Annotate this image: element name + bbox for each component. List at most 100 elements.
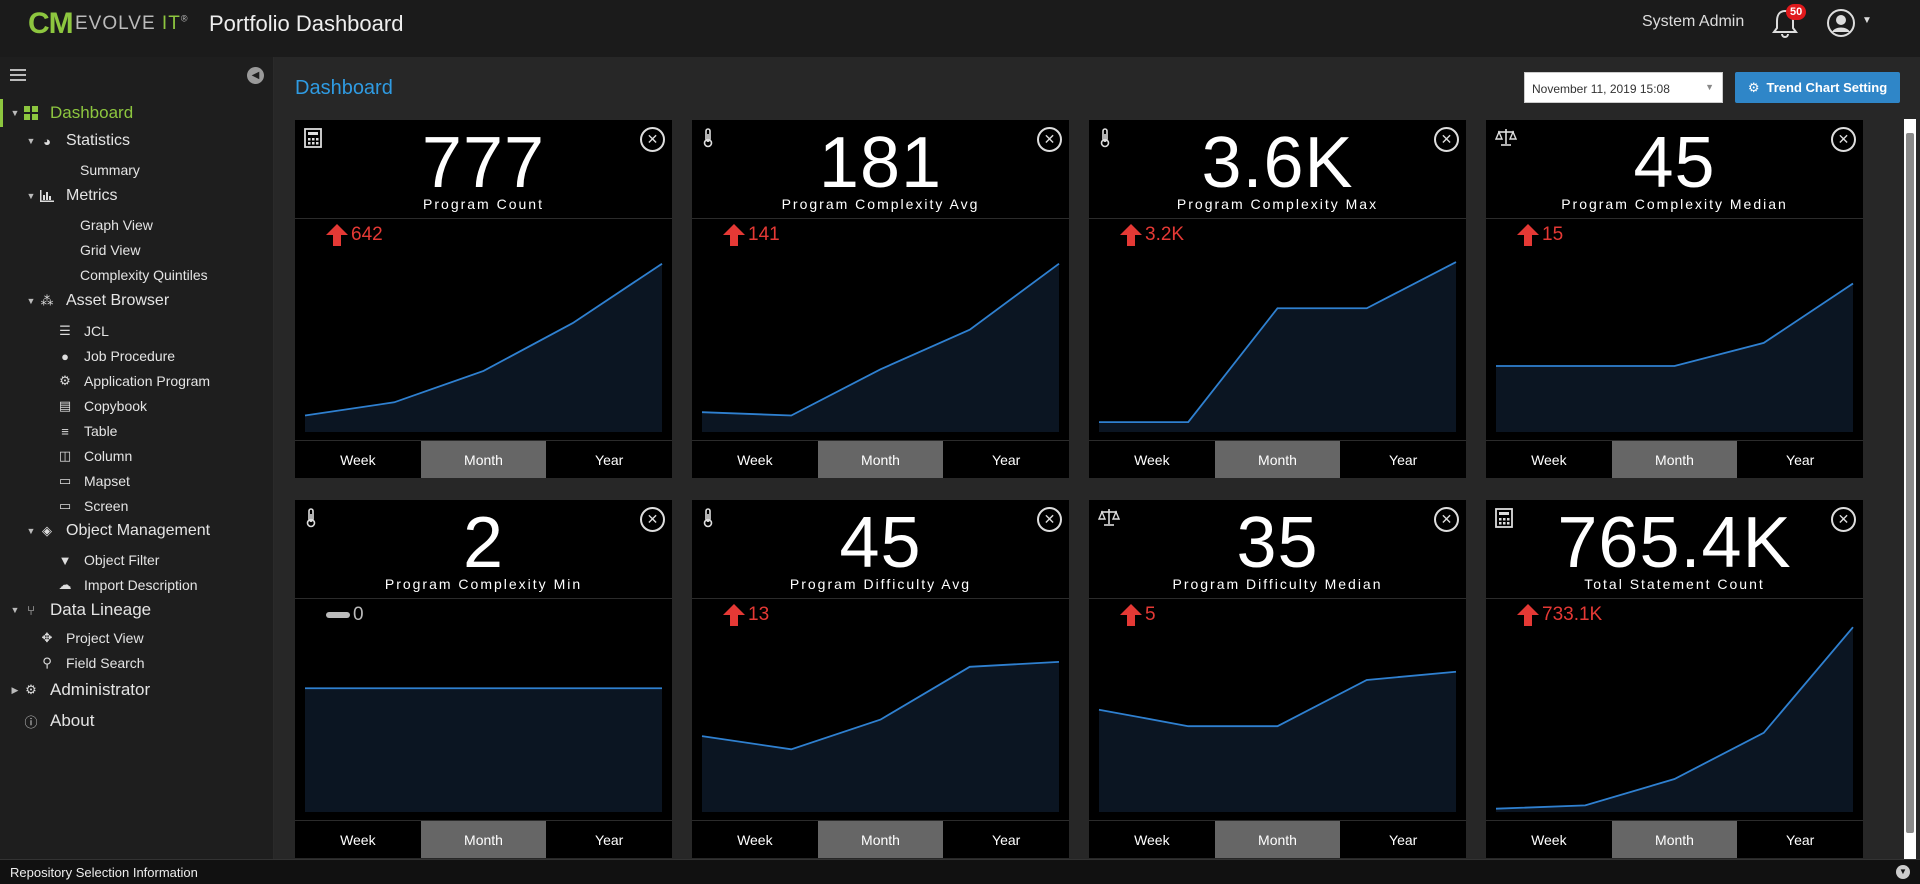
branch-icon: ⑂ bbox=[27, 602, 35, 618]
metric-label: Program Complexity Median bbox=[1561, 196, 1788, 212]
tab-month[interactable]: Month bbox=[420, 441, 547, 478]
caret-down-icon: ▼ bbox=[26, 296, 36, 306]
sidebar-item-data-lineage[interactable]: ▼ ⑂ Data Lineage bbox=[8, 598, 152, 622]
tab-month[interactable]: Month bbox=[1214, 441, 1341, 478]
close-icon[interactable]: ✕ bbox=[1831, 507, 1856, 532]
balance-scale-icon bbox=[1097, 508, 1121, 528]
metric-card: ✕ 2 Program Complexity Min 0 Week Month … bbox=[295, 500, 672, 858]
tab-week[interactable]: Week bbox=[1531, 831, 1567, 848]
sidebar-item-field-search[interactable]: ⚲ Field Search bbox=[38, 651, 144, 675]
tab-month[interactable]: Month bbox=[420, 821, 547, 858]
thermometer-icon bbox=[304, 508, 322, 528]
sidebar-item-label: Graph View bbox=[80, 217, 153, 233]
sidebar-item-table[interactable]: ≡ Table bbox=[56, 419, 117, 443]
sidebar: ◀ ▼ Dashboard ▼ ◕ Statistics Summary ▼ M… bbox=[0, 57, 274, 859]
tab-year[interactable]: Year bbox=[1786, 831, 1815, 848]
trend-area bbox=[1099, 671, 1456, 812]
arrow-up-icon bbox=[326, 224, 348, 246]
sidebar-item-import-description[interactable]: ☁ Import Description bbox=[56, 573, 198, 597]
metric-delta-value: 15 bbox=[1542, 224, 1564, 245]
tab-month[interactable]: Month bbox=[1214, 821, 1341, 858]
metric-value: 765.4K bbox=[1557, 503, 1792, 583]
metric-delta: 733.1K bbox=[1516, 601, 1602, 629]
close-icon[interactable]: ✕ bbox=[1831, 127, 1856, 152]
repository-selection-info[interactable]: Repository Selection Information bbox=[10, 865, 198, 880]
sidebar-item-jcl[interactable]: ☰ JCL bbox=[56, 319, 109, 343]
user-avatar-icon[interactable] bbox=[1826, 8, 1856, 38]
user-menu-caret-icon[interactable]: ▼ bbox=[1862, 15, 1872, 26]
sidebar-item-metrics[interactable]: ▼ Metrics bbox=[24, 184, 118, 208]
sidebar-item-complexity-quintiles[interactable]: Complexity Quintiles bbox=[80, 263, 208, 287]
notification-badge[interactable]: 50 bbox=[1786, 4, 1807, 20]
divider bbox=[1486, 598, 1863, 599]
tab-year[interactable]: Year bbox=[992, 831, 1021, 848]
minus-icon bbox=[326, 612, 350, 618]
sidebar-item-mapset[interactable]: ▭ Mapset bbox=[56, 469, 130, 493]
collapse-sidebar-icon[interactable]: ◀ bbox=[247, 67, 264, 84]
logo-cm[interactable]: CM bbox=[28, 7, 74, 40]
tab-week[interactable]: Week bbox=[1531, 451, 1567, 468]
sidebar-item-label: Metrics bbox=[66, 187, 118, 204]
sidebar-item-screen[interactable]: ▭ Screen bbox=[56, 494, 129, 518]
sidebar-item-administrator[interactable]: ▶ ⚙ Administrator bbox=[8, 678, 151, 702]
sidebar-item-label: Dashboard bbox=[50, 103, 134, 122]
close-icon[interactable]: ✕ bbox=[1434, 507, 1459, 532]
sidebar-item-about[interactable]: ⓘ About bbox=[22, 709, 94, 733]
sidebar-item-project-view[interactable]: ✥ Project View bbox=[38, 626, 144, 650]
scrollbar[interactable] bbox=[1904, 119, 1916, 859]
sidebar-item-object-management[interactable]: ▼ ◈ Object Management bbox=[24, 519, 211, 543]
tab-week[interactable]: Week bbox=[1134, 451, 1170, 468]
close-icon[interactable]: ✕ bbox=[640, 507, 665, 532]
pie-chart-icon: ◕ bbox=[43, 133, 51, 149]
sidebar-item-application-program[interactable]: ⚙ Application Program bbox=[56, 369, 210, 393]
sidebar-item-job-procedure[interactable]: ● Job Procedure bbox=[56, 344, 175, 368]
footer-bar[interactable]: Repository Selection Information ▼ bbox=[0, 859, 1920, 884]
date-select[interactable]: November 11, 2019 15:08 ▼ bbox=[1524, 72, 1723, 103]
tab-week[interactable]: Week bbox=[737, 831, 773, 848]
trend-chart bbox=[701, 262, 1060, 432]
sidebar-item-asset-browser[interactable]: ▼ ⁂ Asset Browser bbox=[24, 289, 170, 313]
trend-line bbox=[1495, 626, 1854, 810]
close-icon[interactable]: ✕ bbox=[640, 127, 665, 152]
sidebar-item-statistics[interactable]: ▼ ◕ Statistics bbox=[24, 129, 130, 153]
trend-chart-setting-button[interactable]: ⚙ Trend Chart Setting bbox=[1735, 72, 1900, 103]
tab-month[interactable]: Month bbox=[1611, 441, 1738, 478]
cubes-icon: ⁂ bbox=[40, 293, 54, 308]
circle-icon: ● bbox=[61, 348, 69, 364]
tab-year[interactable]: Year bbox=[595, 451, 624, 468]
sidebar-item-grid-view[interactable]: Grid View bbox=[80, 238, 140, 262]
trend-line bbox=[701, 660, 1060, 751]
close-icon[interactable]: ✕ bbox=[1037, 127, 1062, 152]
tab-year[interactable]: Year bbox=[1786, 451, 1815, 468]
thermometer-icon bbox=[701, 128, 719, 148]
sidebar-item-label: Object Filter bbox=[84, 552, 160, 568]
sidebar-item-graph-view[interactable]: Graph View bbox=[80, 213, 153, 237]
tab-week[interactable]: Week bbox=[340, 831, 376, 848]
period-tabs: Week Month Year bbox=[1486, 820, 1863, 858]
close-icon[interactable]: ✕ bbox=[1434, 127, 1459, 152]
hamburger-icon[interactable] bbox=[10, 68, 26, 82]
sidebar-item-summary[interactable]: Summary bbox=[80, 158, 140, 182]
trend-chart bbox=[1495, 626, 1854, 812]
tab-year[interactable]: Year bbox=[992, 451, 1021, 468]
tab-week[interactable]: Week bbox=[340, 451, 376, 468]
scrollbar-thumb[interactable] bbox=[1906, 133, 1914, 833]
tab-week[interactable]: Week bbox=[1134, 831, 1170, 848]
tab-year[interactable]: Year bbox=[1389, 451, 1418, 468]
tab-year[interactable]: Year bbox=[1389, 831, 1418, 848]
sidebar-item-object-filter[interactable]: ▼ Object Filter bbox=[56, 548, 160, 572]
sidebar-item-copybook[interactable]: ▤ Copybook bbox=[56, 394, 147, 418]
tab-year[interactable]: Year bbox=[595, 831, 624, 848]
tab-week[interactable]: Week bbox=[737, 451, 773, 468]
thermometer-icon bbox=[1098, 128, 1116, 148]
sidebar-item-column[interactable]: ◫ Column bbox=[56, 444, 132, 468]
list-icon: ☰ bbox=[59, 323, 71, 338]
sidebar-item-dashboard[interactable]: ▼ Dashboard bbox=[8, 101, 134, 125]
tab-month[interactable]: Month bbox=[817, 821, 944, 858]
metric-delta: 3.2K bbox=[1119, 221, 1184, 249]
tab-month[interactable]: Month bbox=[817, 441, 944, 478]
close-icon[interactable]: ✕ bbox=[1037, 507, 1062, 532]
sidebar-item-label: JCL bbox=[84, 323, 109, 339]
chevron-down-icon[interactable]: ▼ bbox=[1896, 865, 1910, 879]
tab-month[interactable]: Month bbox=[1611, 821, 1738, 858]
